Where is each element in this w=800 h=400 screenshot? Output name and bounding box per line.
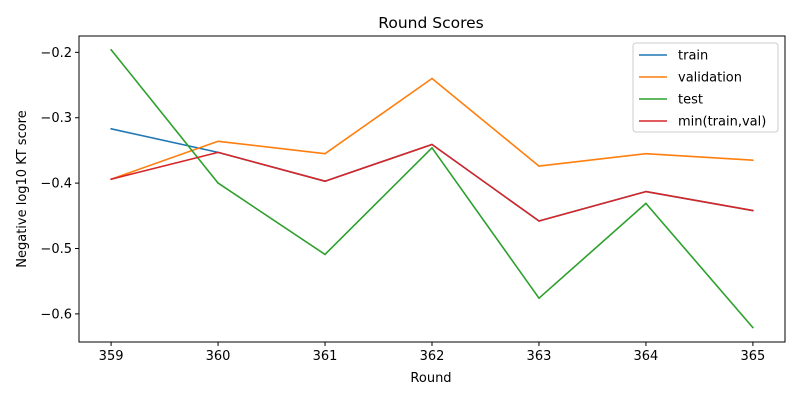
data-point-test: [752, 326, 754, 329]
legend-frame: [632, 42, 779, 133]
data-point-min-train-val: [217, 151, 219, 154]
legend-label-test: test: [678, 93, 703, 108]
x-axis: 359 360 361 362 363 364 365: [99, 342, 765, 364]
series-line-min-train-val: [110, 143, 754, 222]
x-tick-label: 359: [99, 349, 124, 364]
chart-title: Round Scores: [378, 14, 483, 32]
x-tick-label: 362: [420, 349, 445, 364]
data-point-min-train-val: [752, 209, 754, 212]
data-point-min-train-val: [645, 190, 647, 193]
data-point-train: [110, 128, 112, 130]
data-point-validation: [324, 152, 326, 155]
y-tick-label: −0.5: [40, 242, 72, 257]
y-axis: −0.2 −0.3 −0.4 −0.5 −0.6: [40, 46, 79, 322]
data-point-test: [645, 202, 647, 205]
legend-label-train: train: [678, 49, 708, 64]
x-tick-label: 363: [527, 349, 552, 364]
data-point-min-train-val: [431, 143, 433, 146]
data-point-validation: [645, 152, 647, 155]
data-point-test: [324, 253, 326, 256]
y-tick-label: −0.2: [40, 46, 72, 61]
x-tick-label: 361: [313, 349, 338, 364]
x-tick-label: 365: [740, 349, 765, 364]
series-lines: [110, 48, 754, 329]
x-tick-label: 360: [206, 349, 231, 364]
legend: train validation test min(train,val): [632, 42, 779, 133]
data-point-min-train-val: [110, 178, 112, 180]
legend-label-min-train-val: min(train,val): [678, 115, 766, 130]
x-tick-label: 364: [634, 349, 659, 364]
data-point-test: [110, 48, 112, 51]
data-point-validation: [217, 140, 219, 143]
data-point-min-train-val: [324, 180, 326, 182]
x-axis-title: Round: [410, 371, 451, 386]
data-point-validation: [538, 165, 540, 167]
data-point-validation: [752, 159, 754, 161]
y-tick-label: −0.3: [40, 111, 72, 126]
data-point-test: [217, 182, 219, 184]
legend-label-validation: validation: [678, 71, 742, 86]
series-line-train: [110, 128, 754, 222]
data-point-validation: [431, 77, 433, 80]
y-tick-label: −0.4: [40, 177, 72, 192]
y-tick-label: −0.6: [40, 307, 72, 322]
data-point-test: [431, 147, 433, 149]
data-point-min-train-val: [538, 220, 540, 222]
data-point-test: [538, 297, 540, 300]
y-axis-title: Negative log10 KT score: [15, 110, 30, 268]
